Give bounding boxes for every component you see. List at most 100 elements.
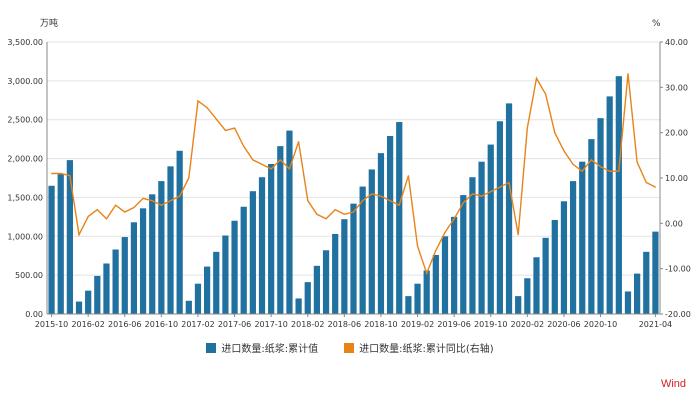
x-tick-label: 2018-06: [328, 320, 361, 329]
x-tick-label: 2016-06: [108, 320, 141, 329]
line-point-2020-07: [572, 163, 574, 165]
bar-2020-12: [615, 76, 622, 315]
bar-2017-09: [258, 177, 266, 314]
bar-2021-02: [634, 273, 641, 314]
bar-2017-04: [213, 251, 220, 314]
right-axis-unit: %: [652, 19, 661, 29]
legend-swatch-bar: [206, 342, 217, 353]
bar-2016-03: [94, 275, 101, 314]
bar-2017-10: [268, 164, 275, 314]
x-tick-label: 2017-10: [254, 320, 287, 329]
combo-chart: 0.00 500.00 1,000.00 1,500.00 2,000.00 2,500.…: [7, 17, 690, 329]
brand-logo-text: Wind: [660, 378, 686, 390]
bar-2017-03: [204, 266, 211, 314]
bar-2019-12: [505, 103, 513, 314]
bar-2020-02: [524, 278, 531, 314]
legend-label-line: 进口数量:纸浆:累计同比(右轴): [359, 344, 494, 355]
bar-2018-02: [304, 282, 311, 314]
bar-2021-04: [652, 231, 659, 314]
line-point-2019-09: [480, 195, 483, 197]
left-tick-label: 2,000.00: [7, 155, 43, 164]
x-tick-label: 2020-02: [511, 320, 544, 329]
right-tick-label: 30.00: [665, 83, 688, 92]
bar-2018-05: [332, 233, 339, 314]
x-tick-label: 2016-02: [71, 320, 104, 329]
line-point-2021-01: [627, 73, 629, 75]
line-point-2017-02: [197, 100, 199, 102]
bar-2020-10: [597, 118, 604, 314]
bar-2020-03: [533, 257, 540, 314]
line-point-2016-03: [96, 209, 98, 211]
legend-swatch-line: [344, 342, 355, 353]
line-series: [50, 73, 657, 276]
bar-2017-01: [185, 300, 192, 314]
line-point-2019-07: [462, 202, 464, 204]
line-point-2021-03: [645, 181, 647, 184]
line-point-2020-08: [581, 170, 583, 172]
bar-2016-10: [158, 181, 165, 314]
legend-label-bar: 进口数量:纸浆:累计值: [221, 344, 319, 355]
line-point-2018-09: [371, 193, 373, 195]
line-point-2020-12: [618, 170, 620, 172]
line-point-2016-05: [115, 204, 117, 206]
line-point-2021-04: [654, 186, 657, 188]
line-point-2019-05: [444, 231, 446, 233]
line-point-2020-03: [535, 77, 538, 79]
bar-2019-04: [432, 254, 439, 314]
right-tick-label: 20.00: [665, 129, 688, 138]
bar-2017-11: [277, 146, 284, 314]
bar-2015-10: [48, 185, 55, 314]
bar-2020-11: [606, 96, 613, 315]
bar-2015-11: [57, 174, 64, 314]
line-point-2019-03: [426, 272, 428, 274]
line-point-2020-09: [590, 159, 592, 161]
bar-2021-01: [624, 291, 632, 314]
line-point-2021-02: [636, 161, 638, 163]
line-point-2017-07: [243, 145, 245, 147]
line-point-2018-07: [352, 211, 355, 213]
line-point-2018-01: [298, 141, 300, 143]
line-point-2019-06: [453, 218, 455, 220]
line-point-2016-08: [142, 197, 144, 199]
bar-2020-01: [515, 296, 522, 314]
bar-2016-02: [85, 290, 92, 314]
bar-2019-10: [487, 144, 494, 314]
line-point-2017-03: [206, 107, 208, 109]
line-point-2017-12: [288, 168, 291, 170]
line-point-2018-11: [389, 200, 391, 202]
bar-2016-12: [176, 150, 183, 314]
bar-2018-06: [341, 219, 348, 314]
bar-2019-01: [405, 296, 412, 314]
bar-2020-04: [542, 237, 549, 314]
line-point-2020-04: [545, 93, 547, 95]
line-point-2018-10: [380, 195, 382, 197]
bar-2018-03: [313, 265, 321, 314]
bar-2016-08: [139, 208, 147, 314]
left-axis-unit: 万吨: [40, 17, 58, 29]
line-point-2020-11: [609, 170, 611, 172]
axes: 0.00 500.00 1,000.00 1,500.00 2,000.00 2,500.…: [7, 38, 690, 329]
line-point-2016-10: [160, 204, 162, 206]
bar-2018-07: [350, 203, 357, 314]
line-point-2017-11: [279, 159, 281, 161]
bar-2018-11: [386, 136, 394, 314]
line-point-2016-02: [87, 215, 89, 218]
line-point-2018-02: [307, 200, 309, 202]
x-tick-label: 2020-06: [547, 320, 580, 329]
line-point-2017-10: [270, 168, 272, 170]
right-tick-label: -20.00: [665, 310, 691, 319]
x-tick-label: 2019-02: [401, 320, 434, 329]
left-tick-label: 3,500.00: [7, 38, 43, 47]
line-point-2017-06: [233, 127, 236, 129]
bar-series: [48, 76, 659, 315]
right-tick-label: 0.00: [665, 219, 683, 228]
bar-2019-09: [478, 161, 485, 314]
line-point-2018-08: [362, 200, 364, 202]
left-tick-label: 1,500.00: [7, 193, 43, 202]
line-point-2019-01: [407, 175, 409, 177]
bar-2017-12: [286, 130, 293, 314]
bar-2017-05: [222, 235, 229, 314]
left-tick-label: 0.00: [25, 310, 43, 319]
bar-2016-09: [149, 194, 156, 314]
line-point-2017-01: [188, 177, 190, 179]
